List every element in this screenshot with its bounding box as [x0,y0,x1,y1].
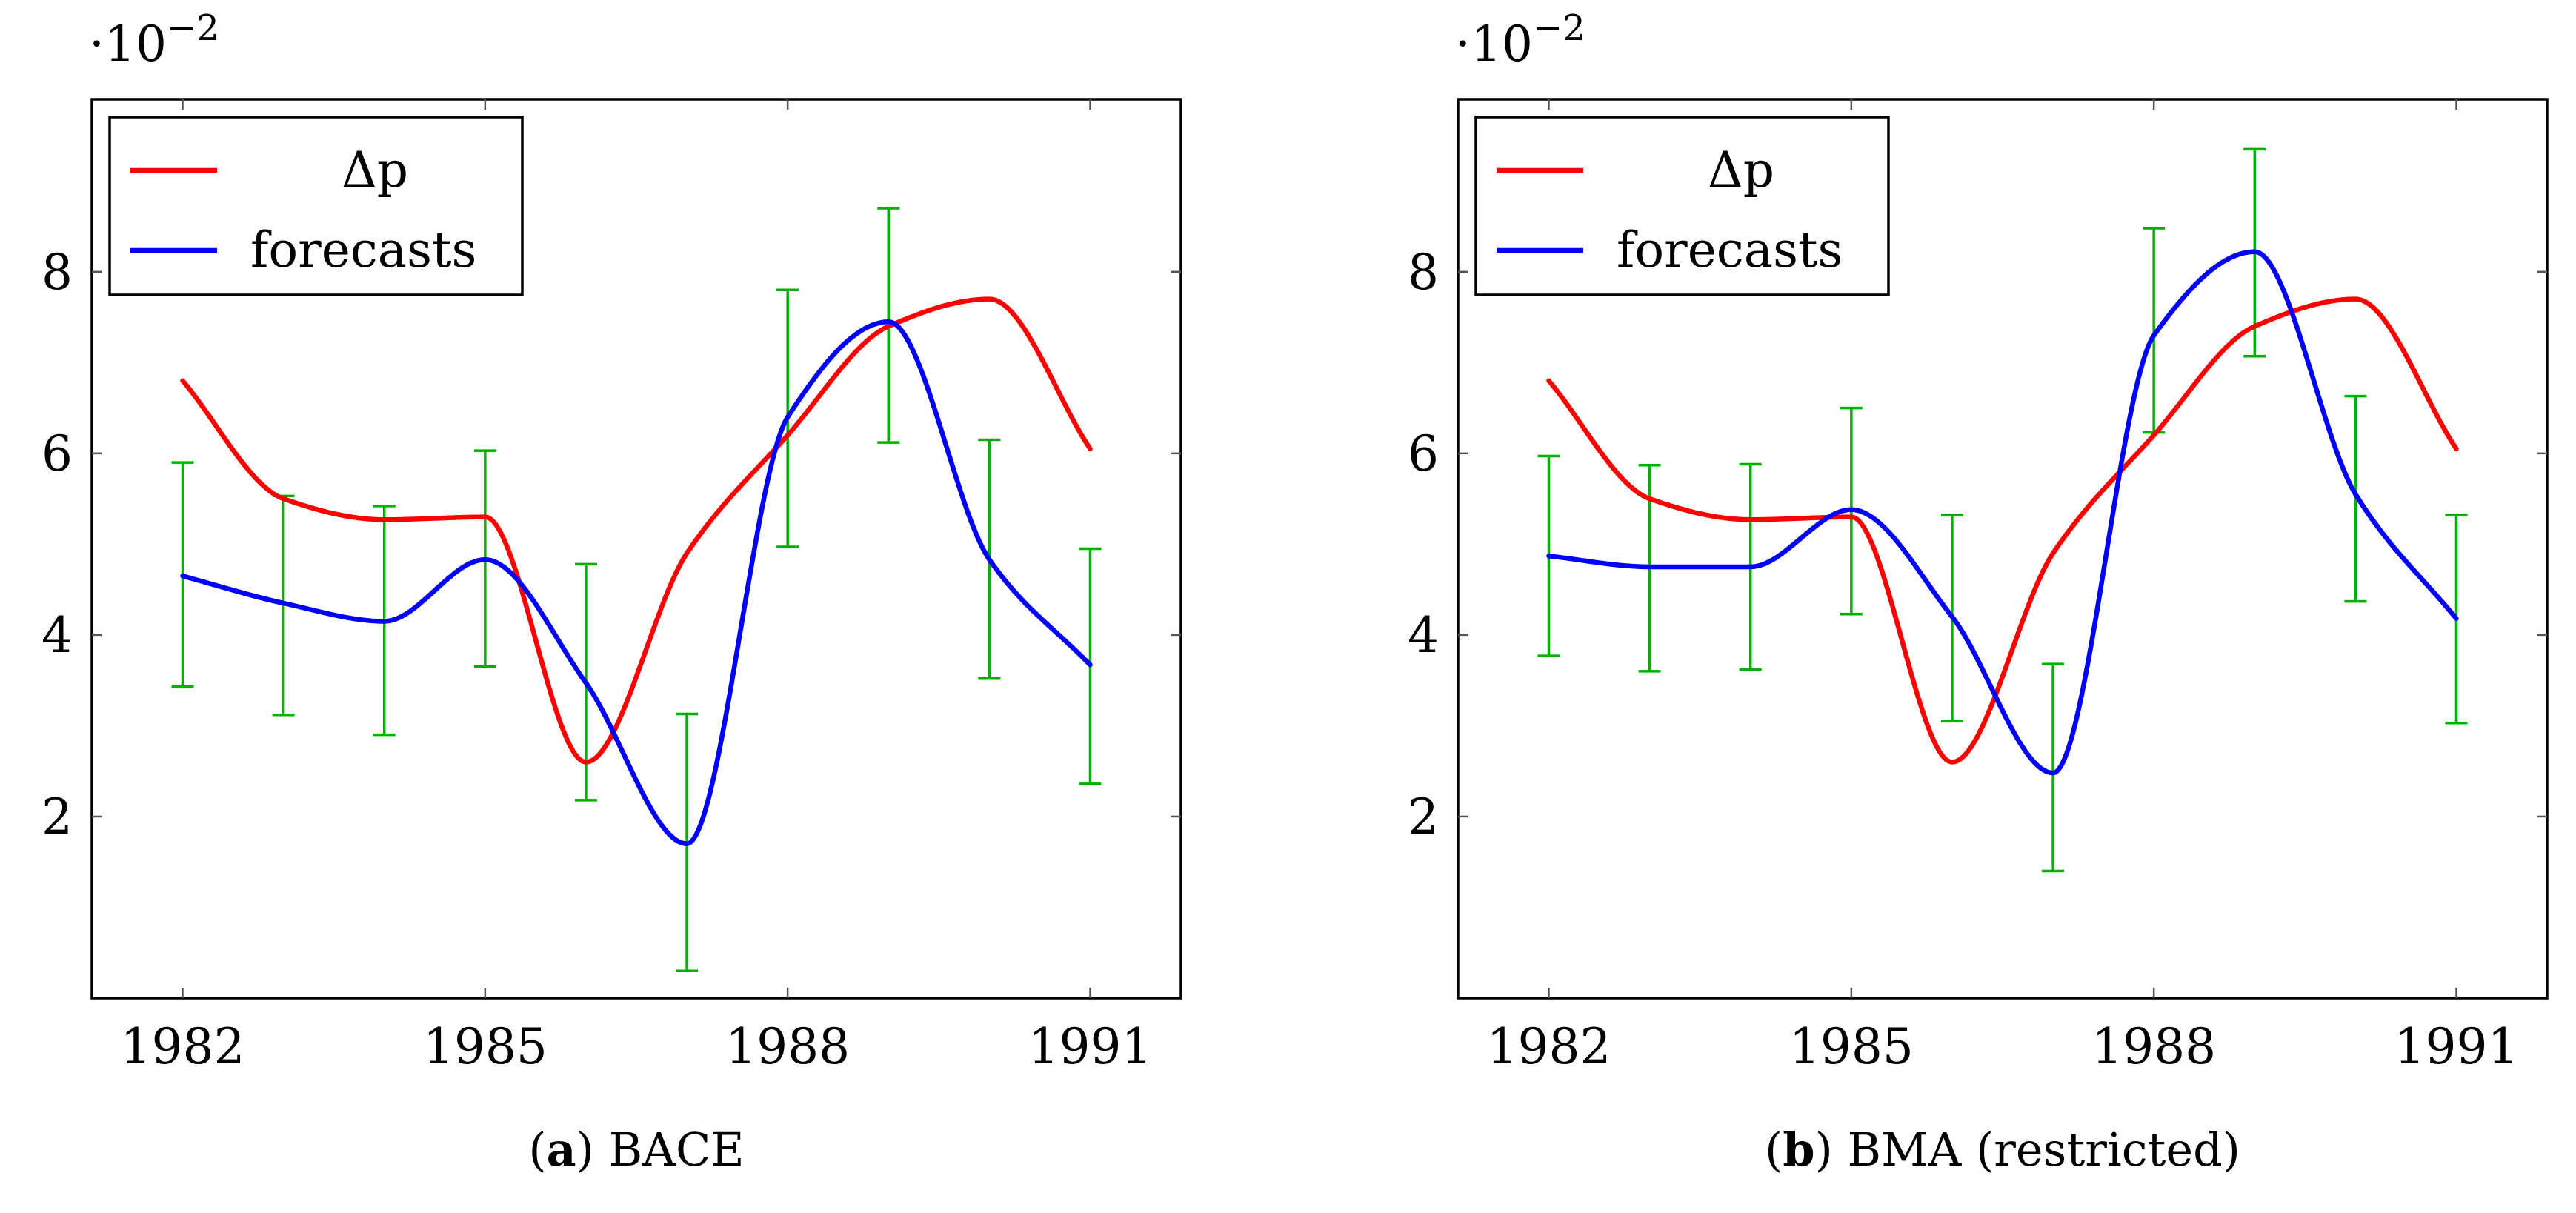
y-tick-label: 8 [41,244,73,301]
subcaption-text: BACE [609,1123,745,1177]
x-tick-label: 1991 [1028,1018,1153,1075]
y-tick-label: 4 [41,607,73,664]
legend-label: forecasts [250,222,476,279]
subcaption-label: a [547,1123,576,1177]
plot-frame [90,98,1182,1000]
series-line-delta-p [1546,296,2459,765]
x-tick-label: 1985 [423,1018,548,1075]
subcaption-close-paren: ) [1815,1123,1848,1177]
legend-box [108,116,524,296]
axis-exponent-power: −2 [1533,7,1585,49]
axis-exponent-power: −2 [167,7,219,49]
subcaption-close-paren: ) [576,1123,609,1177]
axis-exponent-label: ·10−2 [1455,7,1585,73]
y-tick-label: 2 [1408,788,1439,845]
legend-label: Δp [342,142,408,199]
y-tick-label: 8 [1408,244,1439,301]
chart-panel-bace: 1982 1985 1988 1991 2 4 6 8 ·10−2 Δp forecasts (a) … [41,7,1182,1177]
series-line-forecasts [180,319,1093,846]
axis-exponent-base: ·10 [89,16,167,73]
plot-frame [1457,98,2549,1000]
x-tick-label: 1991 [2394,1018,2519,1075]
x-tick-label: 1982 [121,1018,245,1075]
axis-exponent-base: ·10 [1455,16,1533,73]
y-tick-label: 6 [1408,425,1439,482]
subcaption-open-paren: ( [1765,1123,1783,1177]
subcaption: (b) BMA (restricted) [1765,1123,2240,1177]
legend-box [1474,116,1890,296]
series-line-delta-p [180,296,1093,765]
y-tick-label: 6 [41,425,73,482]
y-tick-label: 2 [41,788,73,845]
series-line-forecasts [1546,249,2459,776]
subcaption: (a) BACE [528,1123,744,1177]
x-tick-label: 1988 [725,1018,850,1075]
subcaption-text: BMA (restricted) [1848,1123,2240,1177]
x-tick-label: 1982 [1487,1018,1611,1075]
legend-label: forecasts [1617,222,1843,279]
x-tick-label: 1985 [1789,1018,1914,1075]
x-tick-label: 1988 [2091,1018,2216,1075]
chart-panel-bma-restricted: 1982 1985 1988 1991 2 4 6 8 ·10−2 Δp forecasts (b) … [1408,7,2549,1177]
subcaption-open-paren: ( [528,1123,546,1177]
legend-label: Δp [1708,142,1774,199]
y-tick-label: 4 [1408,607,1439,664]
axis-exponent-label: ·10−2 [89,7,219,73]
subcaption-label: b [1783,1123,1814,1177]
